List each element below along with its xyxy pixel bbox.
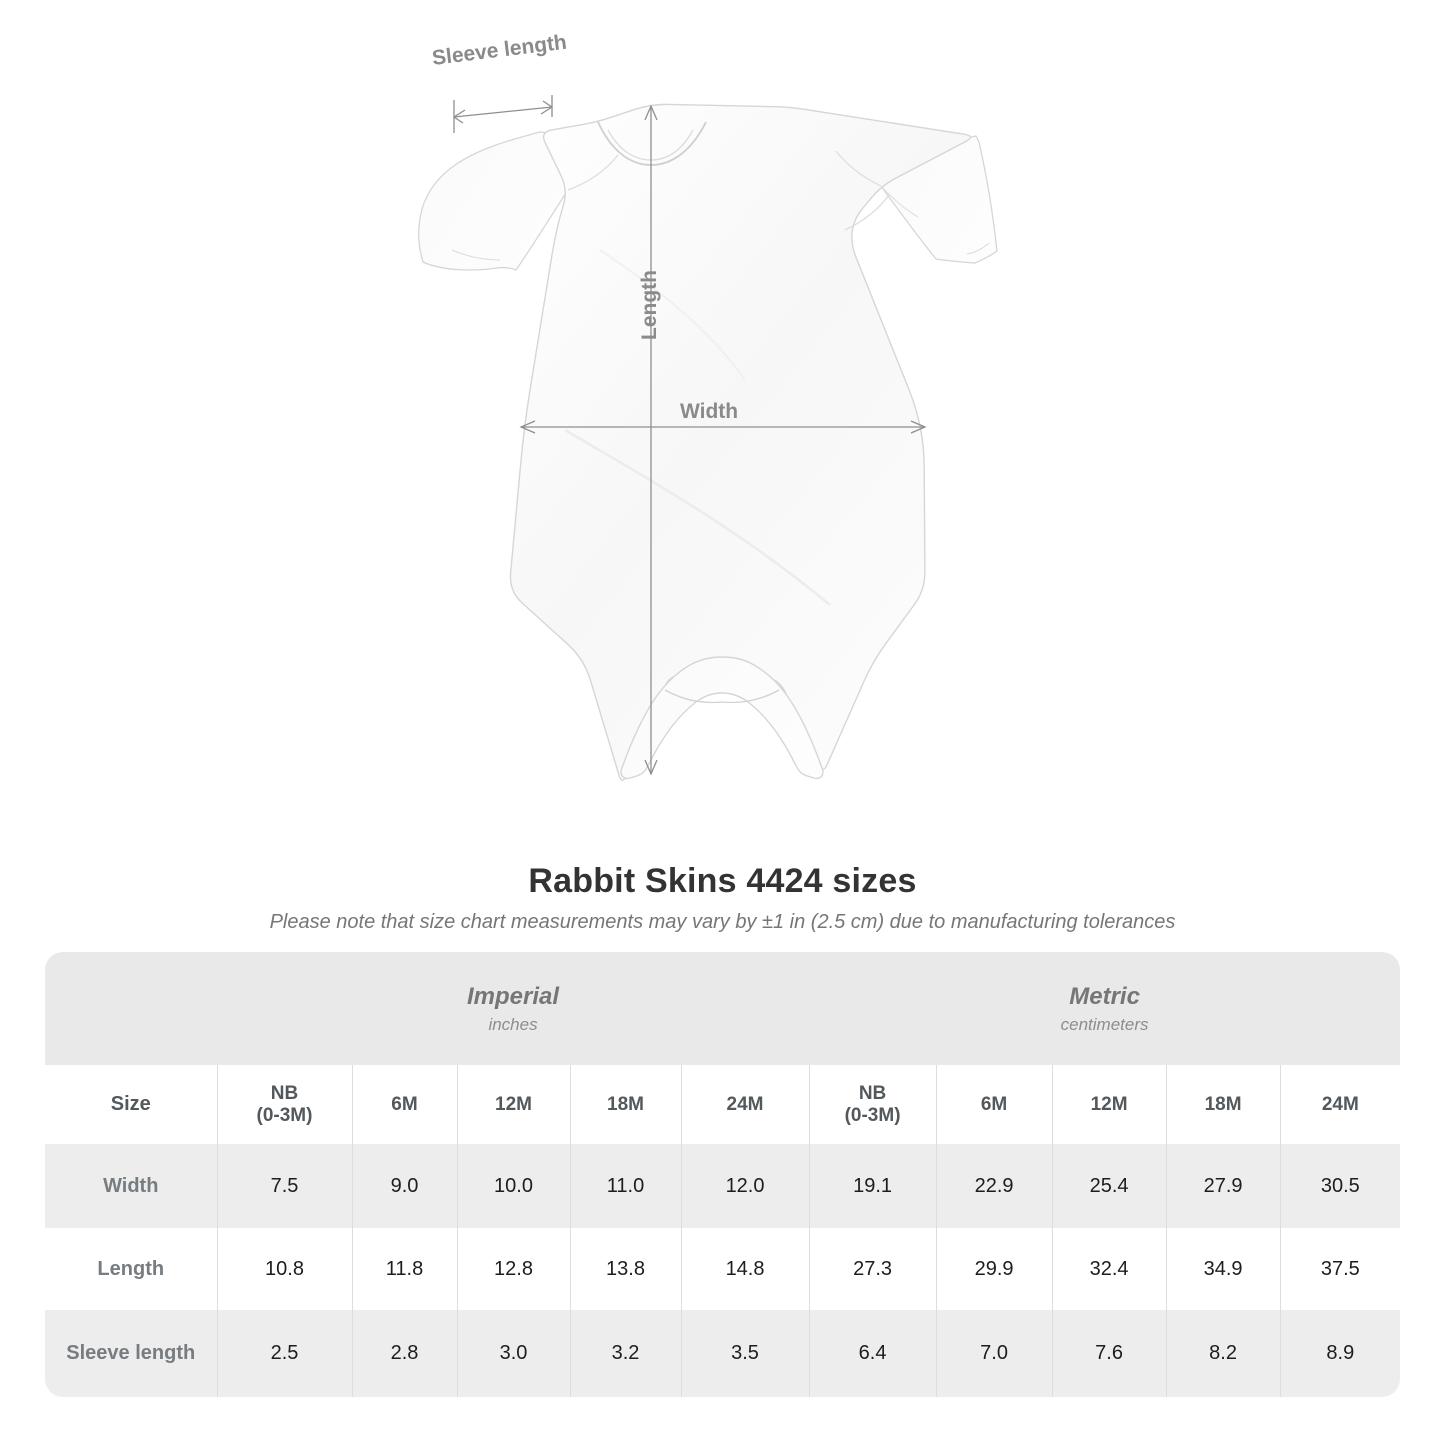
svg-text:Length: Length [638, 270, 661, 340]
svg-text:Sleeve length: Sleeve length [431, 31, 568, 70]
svg-text:Width: Width [680, 400, 738, 423]
